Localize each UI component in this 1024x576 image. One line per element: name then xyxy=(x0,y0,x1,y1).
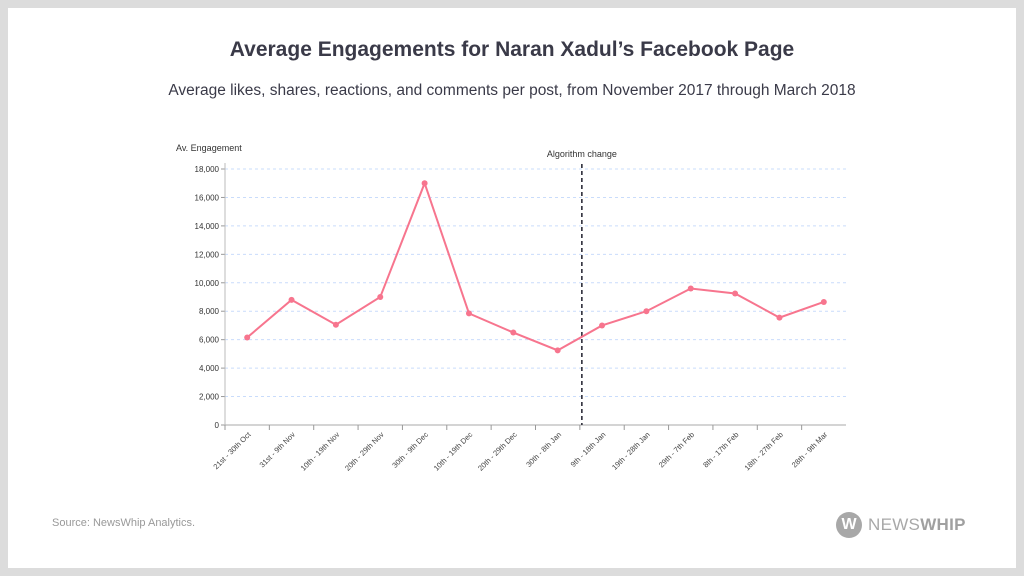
logo-text-news: NEWS xyxy=(868,515,921,534)
y-tick-label: 12,000 xyxy=(195,250,220,259)
y-tick-label: 16,000 xyxy=(195,193,220,202)
x-tick-label: 31st - 9th Nov xyxy=(258,430,298,470)
y-tick-label: 0 xyxy=(215,421,220,430)
x-tick-label: 9th - 18th Jan xyxy=(569,430,608,469)
x-tick-label: 20th - 29th Dec xyxy=(476,430,519,473)
chart-title: Average Engagements for Naran Xadul’s Fa… xyxy=(229,38,795,61)
x-tick-label: 29th - 7th Feb xyxy=(657,430,696,469)
data-point xyxy=(776,314,783,321)
data-point xyxy=(244,334,251,341)
data-point xyxy=(820,298,827,305)
data-point xyxy=(465,310,472,317)
data-point xyxy=(732,290,739,297)
data-point xyxy=(510,329,517,336)
data-point xyxy=(643,308,650,315)
x-tick-label: 10th - 19th Dec xyxy=(432,430,475,473)
x-tick-label: 20th - 29th Nov xyxy=(343,430,386,473)
x-tick-label: 8th - 17th Feb xyxy=(701,430,740,469)
y-tick-label: 18,000 xyxy=(195,165,220,174)
chart-subtitle: Average likes, shares, reactions, and co… xyxy=(168,82,856,99)
newswhip-logo-mark: W xyxy=(836,512,862,538)
y-tick-label: 4,000 xyxy=(199,364,220,373)
data-point xyxy=(421,180,428,187)
source-note: Source: NewsWhip Analytics. xyxy=(52,517,196,529)
data-point xyxy=(554,347,561,354)
y-tick-label: 6,000 xyxy=(199,336,220,345)
x-tick-label: 30th - 8th Jan xyxy=(524,430,563,469)
data-point xyxy=(332,321,339,328)
x-tick-label: 21st - 30th Oct xyxy=(211,429,253,471)
y-tick-label: 10,000 xyxy=(195,279,220,288)
newswhip-logo: W NEWSWHIP xyxy=(836,512,966,538)
y-tick-label: 8,000 xyxy=(199,307,220,316)
data-point xyxy=(687,285,694,292)
x-tick-label: 19th - 28th Jan xyxy=(610,430,652,472)
x-tick-label: 18th - 27th Feb xyxy=(743,430,785,472)
data-point xyxy=(599,322,606,329)
chart-card xyxy=(8,8,1016,568)
data-point xyxy=(377,294,384,300)
logo-text-whip: WHIP xyxy=(920,515,966,534)
series-line xyxy=(246,180,825,352)
x-tick-label: 10th - 19th Nov xyxy=(299,430,342,473)
data-point xyxy=(288,296,295,303)
y-tick-label: 2,000 xyxy=(199,393,220,402)
y-tick-label: 14,000 xyxy=(195,222,220,231)
x-tick-label: 28th - 9th Mar xyxy=(790,430,830,470)
y-axis-label: Av. Engagement xyxy=(176,143,242,153)
x-tick-label: 30th - 9th Dec xyxy=(390,430,430,470)
algorithm-change-label: Algorithm change xyxy=(547,149,617,159)
